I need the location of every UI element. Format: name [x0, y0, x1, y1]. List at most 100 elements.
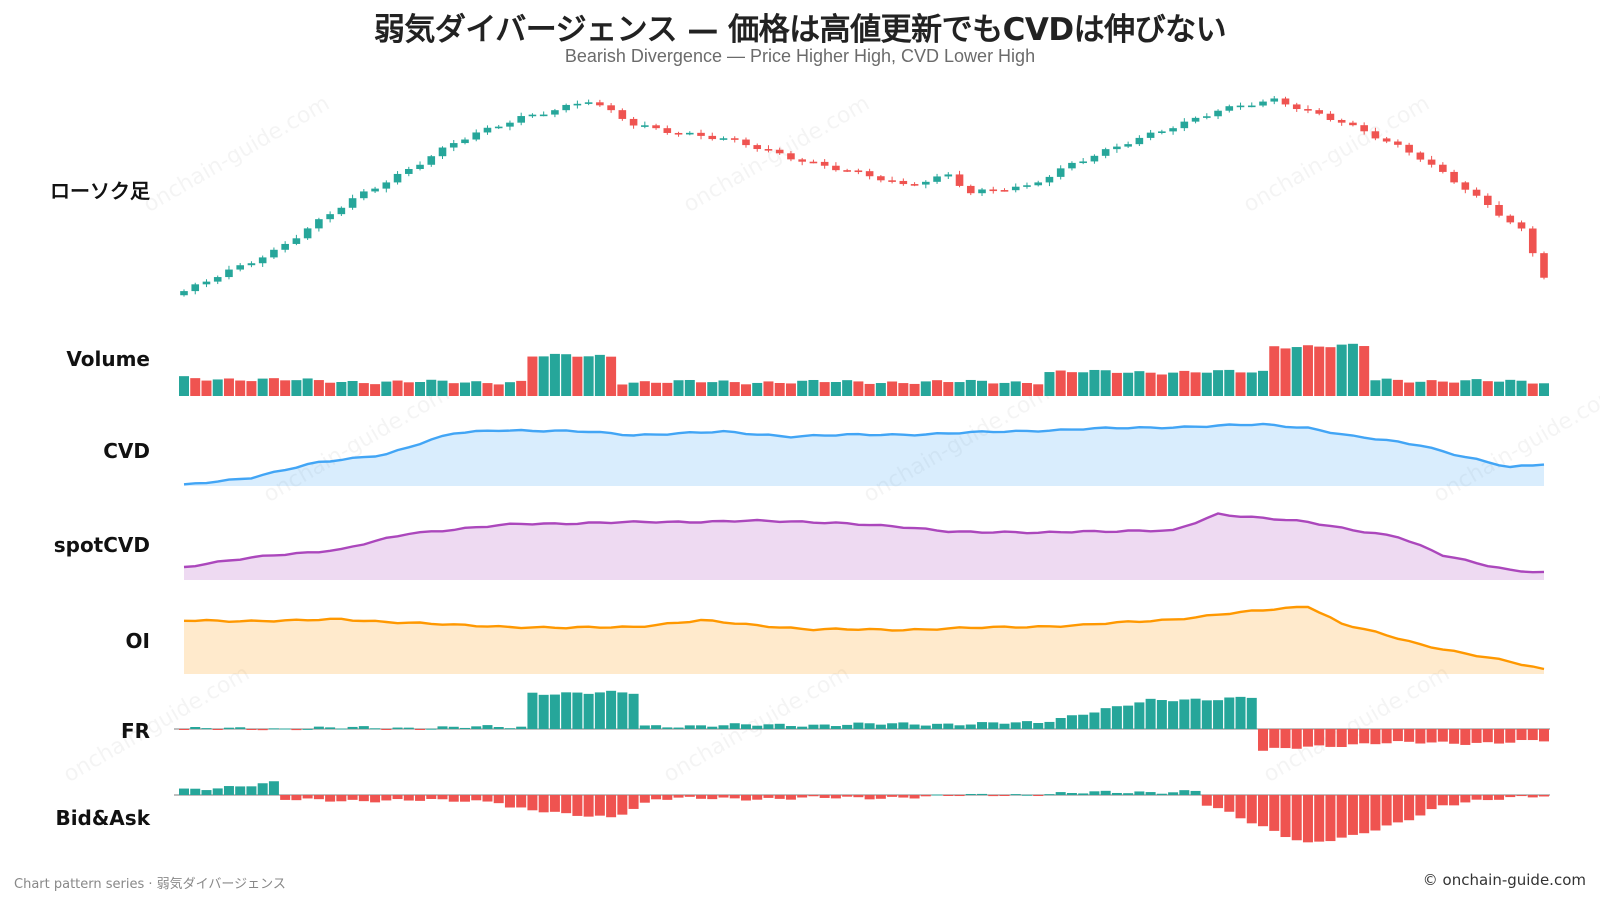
fr-bar: [549, 694, 560, 729]
candle-body: [877, 176, 885, 181]
candle-body: [888, 180, 896, 182]
candle-body: [539, 114, 548, 117]
volume-bar: [740, 384, 751, 396]
candle-body: [483, 127, 492, 133]
bid-ask-bar: [1156, 793, 1167, 795]
candle-body: [292, 238, 301, 244]
candle-body: [1135, 137, 1144, 145]
volume-bar: [887, 381, 898, 396]
volume-bar: [864, 383, 875, 396]
bid-ask-bar: [898, 795, 909, 798]
bid-ask-bar: [1145, 792, 1156, 795]
candle-body: [1292, 104, 1301, 110]
fr-bar: [1505, 729, 1516, 743]
candle-body: [1416, 152, 1425, 160]
fr-bar: [1156, 700, 1167, 729]
bid-ask-bar: [1359, 795, 1370, 834]
candle-body: [978, 189, 986, 194]
candle-body: [1405, 144, 1413, 153]
volume-bar: [1100, 370, 1111, 396]
volume-bar: [999, 382, 1010, 396]
bid-ask-bar: [415, 795, 426, 801]
fr-bar: [1089, 712, 1100, 729]
fr-bar: [302, 728, 313, 730]
volume-bar: [988, 383, 999, 396]
fr-bar: [358, 726, 369, 729]
bid-ask-bar: [1089, 791, 1100, 795]
candle-body: [1000, 190, 1009, 192]
volume-bar: [1078, 372, 1089, 396]
candle-body: [393, 173, 402, 183]
volume-bar: [572, 356, 583, 396]
bid-ask-bar: [179, 788, 189, 795]
candle-body: [933, 176, 941, 182]
candle-body: [472, 132, 481, 140]
bid-ask-bar: [1449, 795, 1460, 806]
candle-body: [1517, 222, 1526, 229]
volume-bar: [1179, 370, 1190, 396]
volume-bar: [628, 382, 639, 396]
volume-bar: [1123, 372, 1134, 396]
watermark-text: onchain-guide.com: [1259, 661, 1454, 788]
fr-bar: [1168, 701, 1179, 729]
volume-bar: [718, 380, 729, 396]
candle-body: [910, 184, 919, 186]
fr-bar: [887, 723, 898, 729]
volume-panel: [179, 343, 1549, 396]
fr-bar: [1291, 729, 1302, 749]
fr-bar: [257, 729, 268, 731]
volume-bar: [1055, 370, 1066, 396]
volume-bar: [1527, 383, 1538, 396]
bid-ask-bar: [819, 795, 830, 798]
candle-body: [1146, 132, 1155, 138]
bid-ask-bar: [887, 795, 898, 797]
fr-bar: [1325, 729, 1336, 747]
candle-body: [708, 135, 717, 140]
candle-body: [1247, 105, 1256, 108]
candle-body: [641, 125, 649, 127]
bid-ask-bar: [1078, 793, 1089, 795]
volume-bar: [190, 378, 201, 396]
bid-ask-bar: [370, 795, 381, 803]
watermark-text: onchain-guide.com: [59, 661, 254, 788]
bid-ask-bar: [1460, 795, 1471, 803]
bid-ask-bar: [358, 795, 369, 802]
bid-ask-bar: [718, 795, 729, 798]
oi-line: [183, 605, 1545, 671]
bid-ask-bar: [707, 795, 718, 800]
bid-ask-bar: [1527, 795, 1538, 798]
bid-ask-bar: [797, 795, 808, 798]
volume-bar: [212, 379, 223, 396]
bid-ask-bar: [1505, 795, 1516, 798]
volume-bar: [977, 380, 988, 396]
fr-bar: [459, 727, 470, 729]
bid-ask-bar: [1100, 790, 1111, 795]
bid-ask-panel: [174, 781, 1550, 843]
fr-bar: [1404, 729, 1415, 742]
volume-bar: [853, 381, 864, 396]
fr-bar: [819, 724, 830, 729]
volume-bar: [1381, 378, 1392, 396]
candle-body: [461, 139, 469, 144]
bid-ask-bar: [1539, 795, 1549, 797]
volume-bar: [392, 380, 403, 396]
bid-ask-bar: [842, 795, 853, 797]
fr-bar: [561, 692, 572, 729]
fr-bar: [808, 724, 819, 729]
volume-bar: [842, 380, 853, 396]
volume-bar: [909, 383, 920, 396]
candle-body: [326, 214, 334, 220]
candle-body: [663, 128, 672, 133]
volume-bar: [1044, 372, 1055, 396]
cvd-area: [184, 423, 1544, 486]
bid-ask-bar: [1381, 795, 1392, 826]
volume-bar: [797, 380, 808, 396]
bid-ask-bar: [313, 795, 324, 800]
bid-ask-bar: [583, 795, 594, 817]
bid-ask-bar: [1123, 793, 1134, 795]
watermark-text: onchain-guide.com: [679, 91, 874, 218]
volume-bar: [1516, 380, 1527, 396]
bid-ask-bar: [1437, 795, 1448, 806]
volume-bar: [651, 382, 662, 396]
candle-body: [966, 185, 975, 194]
